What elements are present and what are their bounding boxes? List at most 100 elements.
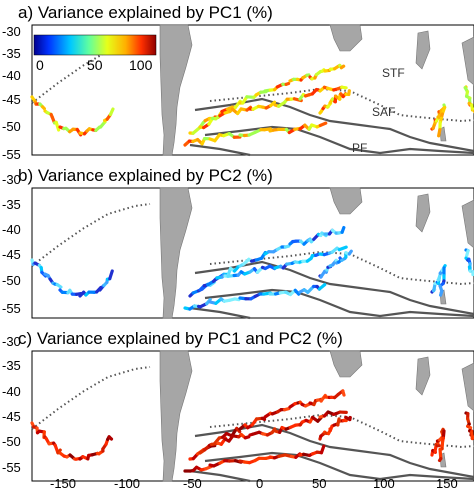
colorbar-tick-100: 100 (129, 57, 153, 73)
x-tick: 50 (312, 476, 326, 491)
front-stf-line (209, 250, 474, 286)
y-tick: -40 (2, 384, 21, 399)
colorbar-bar (33, 34, 157, 56)
panel-b-title: b) Variance explained by PC2 (%) (18, 166, 273, 185)
track-segment (339, 64, 346, 70)
landmass (461, 199, 474, 249)
front-line (194, 260, 474, 316)
panel-a-tracks (30, 63, 474, 147)
y-tick: -40 (2, 222, 21, 237)
track-segment (204, 464, 213, 471)
track-segment (269, 100, 277, 108)
y-tick: -35 (2, 197, 21, 212)
y-axis-a: -30 -35 -40 -45 -50 -55 (2, 24, 21, 162)
track-segment (347, 89, 351, 97)
front-line (189, 306, 251, 320)
landmass (439, 126, 447, 142)
track-segment (205, 298, 212, 306)
track-segment (263, 127, 273, 132)
y-tick: -55 (2, 147, 21, 162)
panel-a-land (159, 24, 474, 156)
y-tick: -55 (2, 301, 21, 316)
panel-c-tracks (30, 389, 474, 473)
y-tick: -35 (2, 46, 21, 61)
panel-b-tracks (30, 225, 474, 311)
x-tick: -100 (114, 476, 140, 491)
track-segment (340, 85, 348, 90)
track-segment (235, 426, 242, 434)
panel-b-frame (31, 187, 474, 319)
y-tick: -30 (2, 172, 21, 187)
track-segment (340, 225, 346, 234)
front-stf-line (31, 366, 151, 430)
y-tick: -45 (2, 92, 21, 107)
track-segment (108, 269, 114, 281)
track-segment (440, 427, 445, 434)
front-line (189, 143, 251, 157)
front-stf-line (31, 203, 151, 267)
track-segment (347, 249, 353, 256)
landmass (329, 24, 363, 52)
track-segment (233, 297, 241, 302)
panel-a: a) Variance explained by PC1 (%) 0 50 10… (18, 3, 474, 157)
landmass (461, 36, 474, 86)
track-segment (341, 389, 346, 397)
track-segment (232, 264, 241, 273)
label-stf: STF (382, 66, 405, 80)
track-segment (282, 407, 291, 412)
landmass (329, 350, 363, 378)
panel-c-title: c) Variance explained by PC1 and PC2 (%) (18, 329, 343, 348)
track-segment (321, 68, 326, 73)
track-segment (314, 252, 321, 257)
track-segment (54, 120, 61, 132)
track-segment (437, 128, 442, 138)
colorbar-tick-0: 0 (36, 57, 44, 73)
track-segment (437, 456, 443, 463)
track-segment (55, 282, 63, 289)
y-tick: -30 (2, 24, 21, 39)
track-segment (319, 444, 326, 455)
track-segment (318, 121, 328, 128)
panel-b: b) Variance explained by PC2 (%) (18, 166, 474, 320)
y-tick: -55 (2, 460, 21, 475)
panel-b-land (159, 187, 474, 319)
panel-b-fronts (31, 203, 474, 320)
front-stf-line (209, 413, 474, 449)
front-stf-line (209, 87, 474, 123)
front-line (189, 469, 251, 483)
x-tick: 0 (256, 476, 263, 491)
landmass (159, 187, 193, 319)
front-line (194, 97, 474, 153)
landmass (329, 187, 363, 215)
y-tick: -40 (2, 68, 21, 83)
panel-c-land (159, 350, 474, 482)
track-segment (438, 289, 444, 297)
track-segment (56, 448, 62, 455)
x-tick: -50 (183, 476, 202, 491)
track-segment (283, 244, 291, 249)
landmass (159, 350, 193, 482)
track-segment (293, 288, 301, 296)
y-tick: -45 (2, 247, 21, 262)
colorbar: 0 50 100 (33, 34, 157, 73)
front-line (204, 125, 474, 155)
y-tick: -50 (2, 273, 21, 288)
y-tick: -30 (2, 334, 21, 349)
landmass (159, 24, 193, 156)
x-tick: -150 (50, 476, 76, 491)
track-segment (107, 435, 114, 441)
y-tick: -35 (2, 358, 21, 373)
y-axis-c: -30 -35 -40 -45 -50 -55 (2, 334, 21, 475)
landmass (415, 193, 431, 233)
colorbar-tick-50: 50 (87, 57, 103, 73)
x-tick: 100 (373, 476, 395, 491)
landmass (461, 362, 474, 412)
x-axis: -150 -100 -50 0 50 100 150 (50, 476, 458, 491)
track-segment (336, 417, 341, 427)
track-segment (284, 81, 291, 86)
y-tick: -45 (2, 409, 21, 424)
track-segment (243, 435, 251, 440)
y-tick: -50 (2, 119, 21, 134)
panel-c: c) Variance explained by PC1 and PC2 (%) (18, 329, 474, 483)
